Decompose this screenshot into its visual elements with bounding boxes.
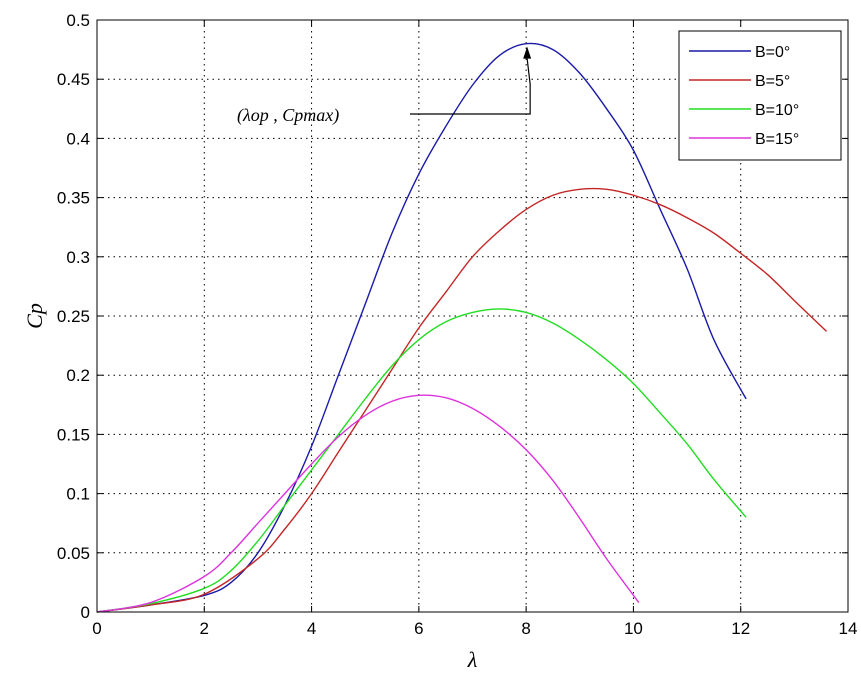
y-tick-label: 0.05	[57, 544, 90, 563]
legend: B=0° B=5° B=10° B=15°	[678, 30, 842, 161]
series-line-b15	[96, 394, 640, 613]
tick-labels: 0 2 4 6 8 10 12 14 0 0.05 0.1 0.15 0.2 0.25 0.3 0.35 0.4…	[57, 11, 858, 638]
legend-label-b5: B=5°	[755, 73, 790, 90]
x-tick-label: 0	[92, 619, 101, 638]
y-tick-label: 0.15	[57, 425, 90, 444]
x-tick-label: 2	[200, 619, 209, 638]
x-tick-label: 6	[414, 619, 423, 638]
x-tick-label: 14	[839, 619, 858, 638]
x-tick-label: 8	[521, 619, 530, 638]
x-axis-label: λ	[467, 647, 478, 672]
y-tick-label: 0.35	[57, 189, 90, 208]
annotation-arrowhead	[523, 46, 532, 59]
y-axis-label: Cp	[22, 303, 47, 329]
axis-ticks	[96, 19, 849, 613]
legend-label-b10: B=10°	[755, 102, 799, 119]
annotation-label: (λop , Cpmax)	[237, 105, 339, 126]
annotation-arrow-line	[410, 58, 531, 115]
series-line-b5	[96, 187, 828, 613]
y-tick-label: 0.25	[57, 307, 90, 326]
y-tick-label: 0	[81, 603, 90, 622]
y-tick-label: 0.1	[66, 485, 90, 504]
y-tick-label: 0.45	[57, 70, 90, 89]
legend-label-b15: B=15°	[755, 131, 799, 148]
y-tick-label: 0.4	[66, 129, 90, 148]
annotation-group: (λop , Cpmax)	[237, 46, 532, 126]
y-tick-label: 0.5	[66, 11, 90, 30]
y-tick-label: 0.3	[66, 248, 90, 267]
x-tick-label: 4	[307, 619, 316, 638]
x-tick-label: 12	[731, 619, 750, 638]
legend-label-b0: B=0°	[755, 44, 790, 61]
series-line-b10	[96, 308, 747, 613]
series-layer	[96, 42, 828, 613]
series-line-b0	[96, 42, 747, 613]
y-tick-label: 0.2	[66, 366, 90, 385]
x-tick-label: 10	[624, 619, 643, 638]
